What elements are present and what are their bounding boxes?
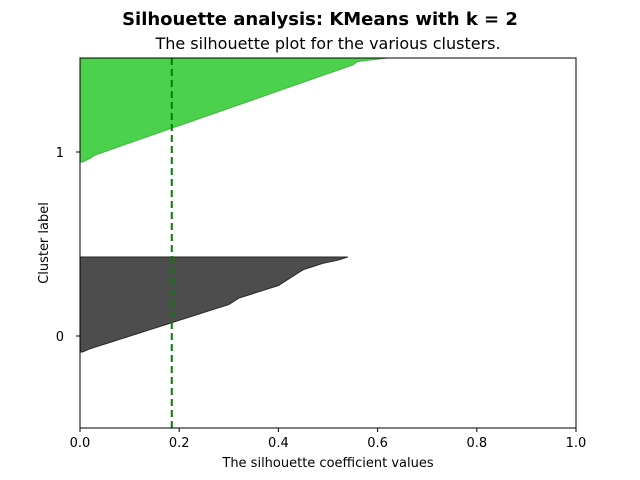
cluster-0-silhouette-area — [79, 256, 348, 353]
y-axis: 0 1 Cluster label — [37, 146, 80, 345]
y-axis-label: Cluster label — [37, 202, 52, 284]
x-tick-label: 1.0 — [566, 436, 587, 451]
y-tick-label: 1 — [56, 146, 64, 161]
y-tick-label: 0 — [56, 330, 64, 345]
x-tick-label: 0.0 — [70, 436, 91, 451]
x-tick-label: 0.4 — [268, 436, 289, 451]
x-tick-label: 0.6 — [367, 436, 388, 451]
x-tick-label: 0.8 — [466, 436, 487, 451]
x-tick-label: 0.2 — [169, 436, 190, 451]
cluster-1-silhouette-area — [79, 57, 388, 163]
x-axis-label: The silhouette coefficient values — [221, 456, 433, 471]
x-axis: 0.0 0.2 0.4 0.6 0.8 1.0 The silhouette c… — [70, 428, 587, 471]
plot-area — [79, 57, 577, 429]
figure-suptitle: Silhouette analysis: KMeans with k = 2 — [122, 9, 518, 30]
plot-frame — [79, 57, 577, 429]
chart-title: The silhouette plot for the various clus… — [154, 34, 500, 53]
